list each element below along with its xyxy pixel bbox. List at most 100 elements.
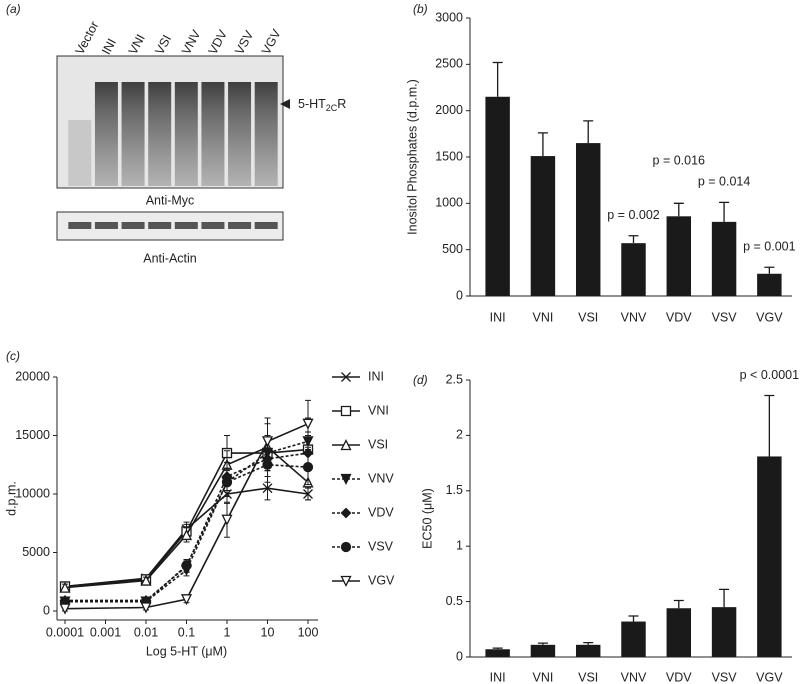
legend-marker	[340, 439, 352, 451]
lane-label: VSI	[152, 33, 174, 57]
x-tick-label: 100	[298, 625, 319, 639]
lane-label: VDV	[206, 27, 231, 57]
marker	[262, 483, 273, 494]
y-axis-label: d.p.m.	[4, 481, 18, 516]
annotation: p = 0.016	[653, 154, 706, 168]
actin-band	[121, 222, 145, 229]
marker	[140, 602, 152, 614]
marker	[221, 477, 233, 488]
x-axis-label: Log 5-HT (μM)	[146, 644, 227, 658]
legend-marker	[340, 541, 352, 553]
lane-label: VSV	[232, 28, 256, 57]
bar	[666, 216, 692, 296]
error-bar	[628, 615, 639, 622]
x-tick-label: VSI	[578, 310, 598, 324]
y-tick-label: 0	[43, 603, 50, 617]
x-tick-label: VNI	[533, 310, 554, 324]
series-line	[64, 487, 309, 588]
blot-lane	[121, 82, 145, 186]
blot-lane	[254, 82, 278, 186]
x-tick-label: VGV	[756, 670, 783, 684]
y-tick-label: 0.5	[446, 594, 463, 608]
lane-label: VGV	[259, 26, 284, 56]
x-tick-label: 0.01	[134, 625, 158, 639]
marker	[261, 436, 274, 448]
panel-label: (b)	[413, 2, 428, 16]
legend-marker	[340, 473, 352, 485]
error-bar	[673, 599, 684, 609]
legend-marker	[340, 575, 352, 587]
bar	[485, 96, 510, 297]
legend-label: VNI	[368, 403, 389, 417]
bar	[711, 221, 737, 296]
y-tick-label: 1000	[435, 196, 463, 210]
band-label-subscript: 2C	[326, 103, 338, 113]
blot-lane	[68, 120, 92, 186]
y-tick-label: 0	[456, 649, 463, 663]
bar	[575, 143, 601, 296]
blot-panel: (a) Anti-Myc Anti-Actin 5-HT2CR VectorIN…	[6, 2, 346, 265]
x-tick-label: VGV	[756, 310, 783, 324]
blot-lane	[148, 82, 172, 186]
marker	[180, 594, 193, 606]
bar	[711, 607, 737, 657]
x-tick-label: VSV	[712, 670, 738, 684]
x-tick-label: 10	[261, 625, 275, 639]
x-tick-label: INI	[490, 310, 506, 324]
error-bar	[764, 266, 775, 274]
bar	[621, 621, 646, 657]
actin-band	[201, 222, 225, 229]
series-line	[65, 452, 309, 602]
y-tick-label: 1.5	[446, 483, 463, 497]
error-bar	[719, 588, 730, 608]
error-bar	[673, 202, 684, 217]
error-bar	[628, 235, 639, 244]
panel-label: (d)	[413, 373, 428, 387]
y-tick-label: 5000	[22, 545, 50, 559]
annotation: p = 0.002	[607, 208, 660, 222]
error-bar	[492, 61, 503, 97]
marker	[180, 528, 193, 541]
y-tick-label: 2	[456, 428, 463, 442]
y-tick-label: 2000	[435, 103, 463, 117]
bar	[621, 243, 646, 296]
x-tick-label: 0.0001	[46, 625, 84, 639]
error-bar	[537, 642, 548, 645]
blot-caption: Anti-Actin	[143, 251, 197, 265]
bar	[757, 456, 782, 657]
legend-marker	[340, 405, 352, 417]
marker	[302, 418, 314, 430]
x-tick-label: VNV	[621, 310, 647, 324]
lane-label: VNI	[126, 32, 148, 57]
x-tick-label: VSV	[712, 310, 738, 324]
band-arrow	[280, 99, 290, 109]
actin-band	[228, 222, 252, 229]
y-tick-label: 15000	[15, 428, 50, 442]
y-tick-label: 20000	[15, 369, 50, 383]
series-line	[65, 463, 309, 603]
error-bar	[719, 201, 730, 222]
lane-label: VNV	[179, 27, 204, 57]
blot-lane	[94, 82, 118, 186]
legend-marker	[341, 372, 351, 382]
annotation: p = 0.014	[698, 175, 751, 189]
marker	[140, 574, 152, 586]
series-line	[64, 446, 309, 589]
y-tick-label: 10000	[15, 486, 50, 500]
x-tick-label: VDV	[666, 310, 692, 324]
legend-label: INI	[368, 369, 384, 383]
actin-band	[68, 222, 92, 229]
error-bar	[537, 132, 548, 157]
legend-marker	[340, 507, 352, 519]
lane-label: INI	[99, 36, 119, 57]
x-tick-label: VNV	[621, 670, 647, 684]
y-tick-label: 500	[442, 242, 463, 256]
marker	[59, 581, 71, 593]
legend-label: VDV	[368, 505, 394, 519]
blot-lane	[228, 82, 252, 186]
panel-label: (c)	[6, 349, 20, 363]
x-tick-label: 0.1	[178, 625, 195, 639]
y-tick-label: 0	[456, 288, 463, 302]
